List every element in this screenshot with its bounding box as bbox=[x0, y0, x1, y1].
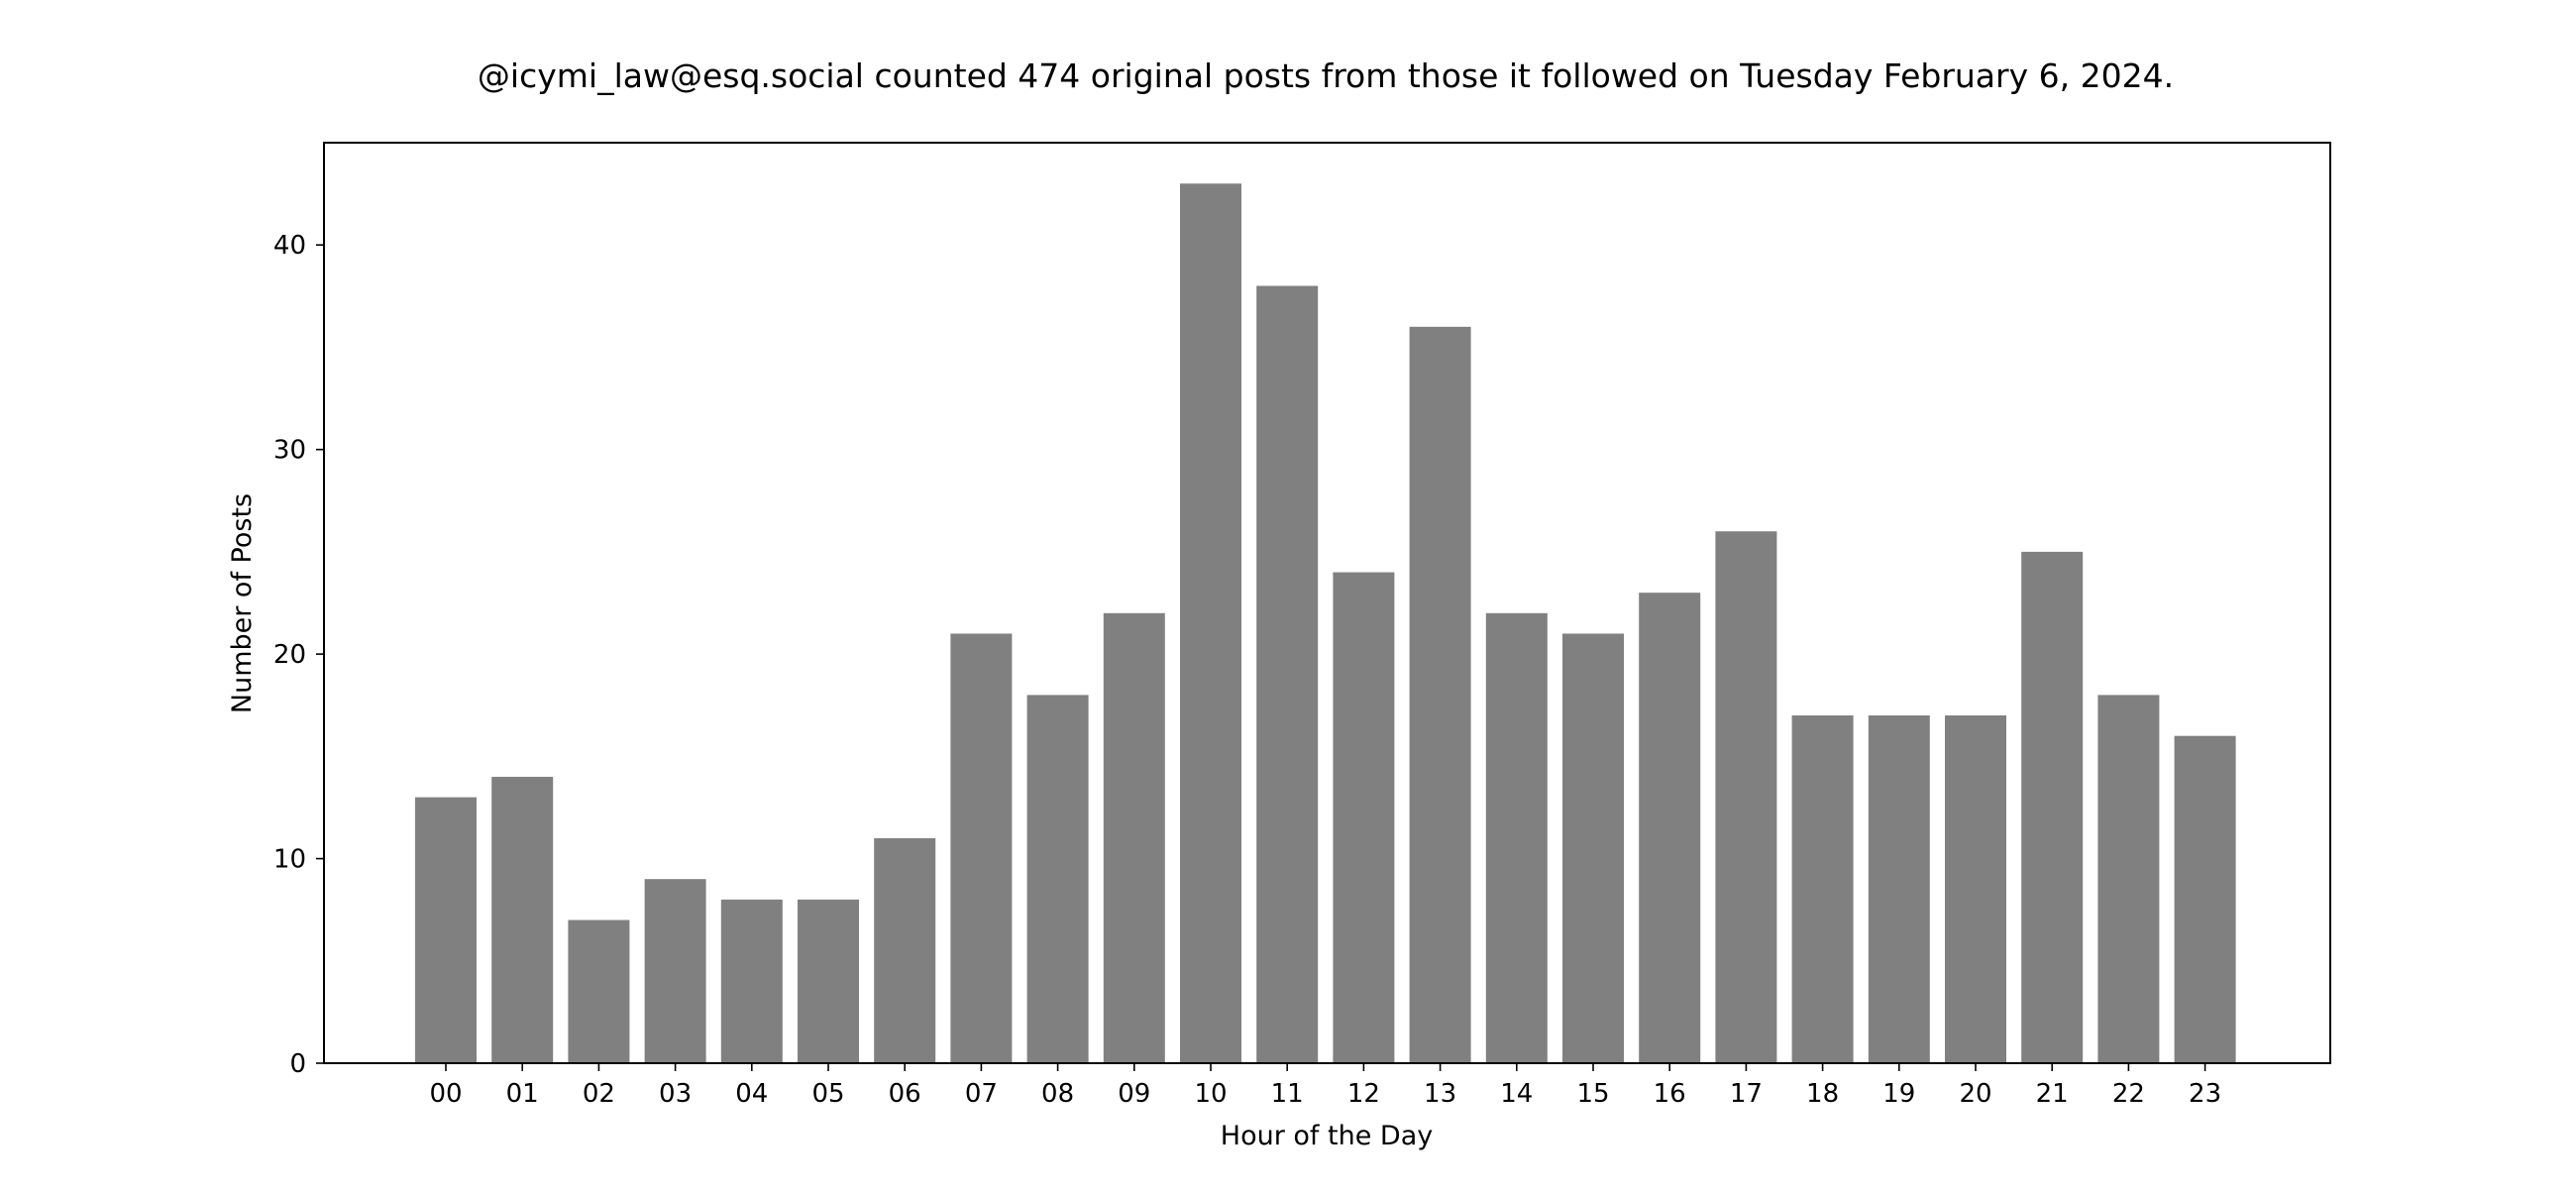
x-tick-label: 21 bbox=[2036, 1079, 2069, 1109]
bar-01 bbox=[491, 776, 554, 1063]
x-tick-label: 11 bbox=[1271, 1079, 1304, 1109]
y-tick-label: 30 bbox=[273, 436, 306, 466]
bar-14 bbox=[1485, 612, 1548, 1063]
y-tick-label: 20 bbox=[273, 640, 306, 670]
x-tick-label: 19 bbox=[1882, 1079, 1915, 1109]
x-tick-label: 03 bbox=[659, 1079, 692, 1109]
x-tick-label: 07 bbox=[965, 1079, 998, 1109]
bar-03 bbox=[644, 879, 706, 1063]
x-tick-label: 20 bbox=[1959, 1079, 1991, 1109]
x-tick-label: 12 bbox=[1347, 1079, 1380, 1109]
bar-09 bbox=[1103, 612, 1165, 1063]
y-tick-label: 10 bbox=[273, 845, 306, 875]
bar-06 bbox=[874, 837, 936, 1063]
bar-12 bbox=[1333, 572, 1395, 1063]
x-tick-label: 16 bbox=[1654, 1079, 1686, 1109]
bar-16 bbox=[1639, 593, 1701, 1063]
bar-00 bbox=[415, 797, 477, 1063]
bar-07 bbox=[950, 633, 1013, 1063]
bar-22 bbox=[2097, 695, 2160, 1063]
x-tick-label: 05 bbox=[811, 1079, 844, 1109]
y-tick-label: 40 bbox=[273, 231, 306, 261]
bar-10 bbox=[1180, 183, 1241, 1064]
plot-frame bbox=[323, 142, 2331, 1064]
x-tick-label: 01 bbox=[506, 1079, 539, 1109]
x-tick-label: 08 bbox=[1041, 1079, 1074, 1109]
y-axis-ticks: 0 10 20 30 40 bbox=[273, 231, 324, 1079]
bar-05 bbox=[798, 899, 859, 1063]
x-tick-label: 15 bbox=[1576, 1079, 1609, 1109]
x-tick-label: 22 bbox=[2112, 1079, 2145, 1109]
chart-title: @icymi_law@esq.social counted 474 origin… bbox=[478, 56, 2174, 95]
bar-23 bbox=[2174, 735, 2236, 1063]
x-tick-label: 00 bbox=[429, 1079, 462, 1109]
x-tick-label: 13 bbox=[1424, 1079, 1456, 1109]
x-tick-label: 02 bbox=[583, 1079, 615, 1109]
x-tick-label: 18 bbox=[1806, 1079, 1839, 1109]
x-tick-label: 17 bbox=[1730, 1079, 1763, 1109]
x-tick-label: 06 bbox=[889, 1079, 921, 1109]
bar-20 bbox=[1945, 715, 2006, 1063]
y-tick-label: 0 bbox=[289, 1049, 306, 1079]
x-tick-label: 10 bbox=[1194, 1079, 1227, 1109]
x-axis-label: Hour of the Day bbox=[1221, 1121, 1433, 1151]
bar-21 bbox=[2021, 551, 2084, 1063]
bars-group bbox=[415, 183, 2236, 1064]
bar-15 bbox=[1562, 633, 1624, 1063]
bar-02 bbox=[568, 920, 630, 1063]
x-tick-label: 14 bbox=[1500, 1079, 1533, 1109]
bar-11 bbox=[1256, 285, 1319, 1063]
x-tick-label: 23 bbox=[2189, 1079, 2221, 1109]
bar-13 bbox=[1409, 326, 1471, 1063]
bar-18 bbox=[1791, 715, 1854, 1063]
bar-08 bbox=[1026, 695, 1089, 1063]
y-axis-label: Number of Posts bbox=[227, 493, 258, 713]
bar-19 bbox=[1868, 715, 1930, 1063]
bar-17 bbox=[1715, 531, 1777, 1063]
bar-04 bbox=[720, 899, 783, 1063]
x-tick-label: 09 bbox=[1118, 1079, 1150, 1109]
x-axis-ticks: 00 01 02 03 04 05 06 07 08 09 10 11 12 13 14 15 16 17 18 19… bbox=[429, 1063, 2221, 1109]
x-tick-label: 04 bbox=[735, 1079, 768, 1109]
